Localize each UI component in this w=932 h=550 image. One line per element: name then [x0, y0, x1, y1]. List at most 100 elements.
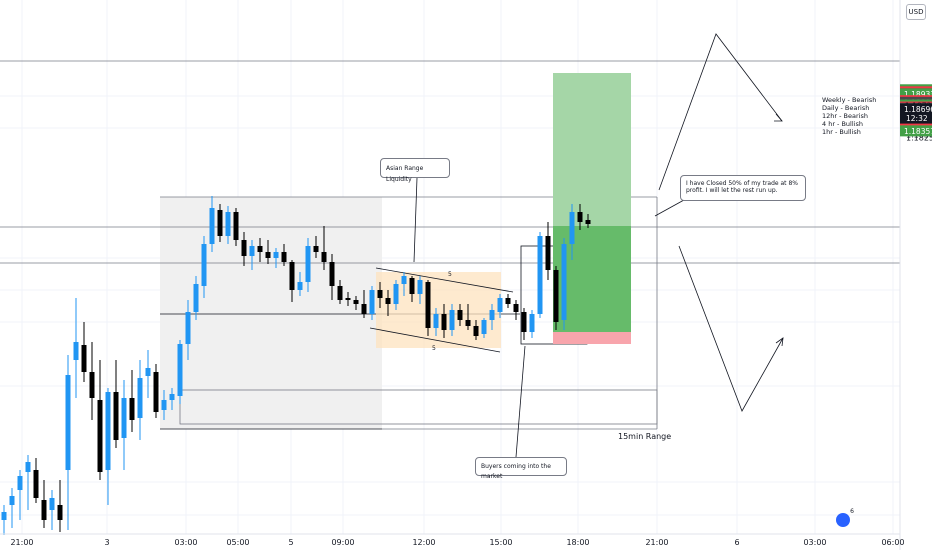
time-tick-label: 21:00: [645, 538, 668, 547]
candle-body[interactable]: [49, 498, 55, 510]
candle-body[interactable]: [273, 252, 279, 258]
candle-body[interactable]: [585, 220, 591, 224]
candle-body[interactable]: [129, 398, 135, 420]
candle-body[interactable]: [201, 244, 207, 286]
candle-body[interactable]: [481, 320, 487, 334]
candle-body[interactable]: [513, 304, 519, 312]
candle-body[interactable]: [313, 246, 319, 252]
candle-body[interactable]: [417, 280, 423, 294]
candle-body[interactable]: [17, 476, 23, 490]
candle-body[interactable]: [441, 314, 447, 330]
candle-body[interactable]: [353, 300, 359, 304]
candle-body[interactable]: [385, 298, 391, 304]
candle-body[interactable]: [281, 252, 287, 262]
candles-layer[interactable]: [1, 196, 591, 535]
channel-top-line[interactable]: [375, 267, 514, 293]
candle-body[interactable]: [41, 500, 47, 520]
candle-body[interactable]: [241, 240, 247, 256]
stop-loss-zone[interactable]: [553, 332, 631, 344]
candle-body[interactable]: [449, 310, 455, 330]
candle-body[interactable]: [377, 290, 383, 298]
candle-body[interactable]: [193, 284, 199, 312]
candle-body[interactable]: [145, 368, 151, 376]
take-profit-zone[interactable]: [553, 73, 631, 226]
candle-body[interactable]: [401, 276, 407, 284]
candle-body[interactable]: [233, 212, 239, 240]
candle-body[interactable]: [73, 342, 79, 360]
candle-body[interactable]: [361, 304, 367, 314]
bias-line: 4 hr - Bullish: [822, 120, 863, 128]
candle-body[interactable]: [553, 270, 559, 322]
channel-bottom-line[interactable]: [369, 327, 501, 353]
candle-body[interactable]: [25, 462, 31, 472]
candle-body[interactable]: [569, 212, 575, 244]
candle-body[interactable]: [225, 212, 231, 236]
current-price-label: 1.18696: [904, 105, 932, 114]
time-axis[interactable]: 21:00 3 03:00 05:00 5 09:00 12:00 15:00 18:00 21:…: [10, 538, 904, 547]
closed-trade-callout[interactable]: I have Closed 50% of my trade at 8% prof…: [680, 175, 806, 201]
candle-body[interactable]: [409, 278, 415, 294]
candle-body[interactable]: [153, 372, 159, 412]
candle-body[interactable]: [97, 400, 103, 472]
candle-body[interactable]: [521, 312, 527, 332]
time-tick-label: 03:00: [803, 538, 826, 547]
candle-body[interactable]: [297, 282, 303, 290]
candle-body[interactable]: [489, 310, 495, 320]
candle-body[interactable]: [209, 208, 215, 244]
candle-body[interactable]: [497, 298, 503, 312]
tradingview-logo-icon[interactable]: 6: [836, 508, 854, 527]
candle-body[interactable]: [137, 378, 143, 418]
candle-body[interactable]: [329, 262, 335, 286]
candle-body[interactable]: [89, 372, 95, 398]
logo-badge: 6: [850, 508, 854, 515]
candle-body[interactable]: [33, 470, 39, 498]
candle-body[interactable]: [433, 314, 439, 328]
candle-body[interactable]: [545, 236, 551, 270]
candle-body[interactable]: [337, 286, 343, 300]
bullish-projection-path[interactable]: [658, 33, 783, 191]
candle-body[interactable]: [465, 320, 471, 326]
candle-body[interactable]: [105, 392, 111, 470]
candle-body[interactable]: [161, 400, 167, 410]
candle-body[interactable]: [505, 298, 511, 304]
candle-body[interactable]: [473, 326, 479, 336]
candle-body[interactable]: [121, 398, 127, 438]
candle-body[interactable]: [393, 284, 399, 304]
candle-body[interactable]: [9, 496, 15, 505]
bearish-projection-path[interactable]: [678, 245, 784, 412]
candle-body[interactable]: [57, 505, 63, 520]
candle-body[interactable]: [113, 392, 119, 440]
candle-body[interactable]: [257, 246, 263, 252]
candle-body[interactable]: [65, 375, 71, 470]
candle-body[interactable]: [537, 236, 543, 314]
time-tick-label: 21:00: [10, 538, 33, 547]
bias-line: Daily - Bearish: [822, 104, 870, 112]
candle-body[interactable]: [457, 310, 463, 320]
candle-body[interactable]: [169, 394, 175, 400]
buyers-callout[interactable]: Buyers coming into the market: [475, 457, 567, 480]
candle-body[interactable]: [529, 314, 535, 332]
candle-body[interactable]: [321, 252, 327, 262]
closed-callout-pointer: [654, 199, 685, 217]
asian-range-callout[interactable]: Asian Range Liquidity: [380, 158, 450, 183]
bias-line: Weekly - Bearish: [822, 96, 877, 104]
candle-body[interactable]: [177, 344, 183, 396]
candle-body[interactable]: [425, 282, 431, 328]
candle-body[interactable]: [249, 246, 255, 256]
candle-body[interactable]: [217, 210, 223, 236]
candle-body[interactable]: [185, 312, 191, 344]
candle-body[interactable]: [265, 252, 271, 258]
price-tag-label: 1.18933: [904, 90, 932, 99]
candle-body[interactable]: [1, 512, 7, 520]
consolidation-box[interactable]: [376, 272, 501, 348]
candle-body[interactable]: [369, 290, 375, 314]
candle-body[interactable]: [81, 345, 87, 372]
candle-body[interactable]: [345, 298, 351, 300]
candle-body[interactable]: [305, 246, 311, 282]
candle-body[interactable]: [577, 212, 583, 222]
asian-range-box[interactable]: [160, 197, 382, 429]
candle-body[interactable]: [289, 262, 295, 290]
candle-body[interactable]: [561, 244, 567, 320]
currency-label[interactable]: USD: [906, 4, 926, 20]
